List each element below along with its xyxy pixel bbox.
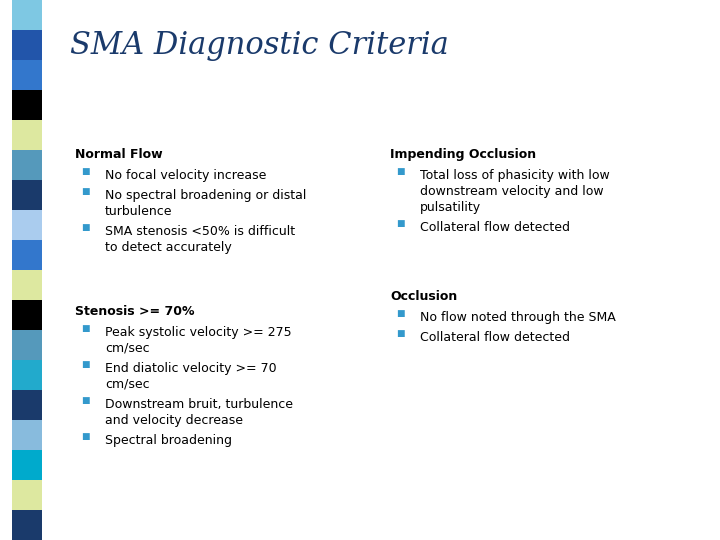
- Text: to detect accurately: to detect accurately: [105, 241, 232, 254]
- Text: ■: ■: [81, 396, 89, 405]
- Bar: [12, 180, 42, 210]
- Bar: [12, 480, 42, 510]
- Text: and velocity decrease: and velocity decrease: [105, 414, 243, 427]
- Text: Normal Flow: Normal Flow: [75, 148, 163, 161]
- Text: ■: ■: [396, 309, 405, 318]
- Bar: [12, 0, 42, 30]
- Text: pulsatility: pulsatility: [420, 201, 481, 214]
- Text: Occlusion: Occlusion: [390, 290, 457, 303]
- Text: Collateral flow detected: Collateral flow detected: [420, 331, 570, 344]
- Text: SMA stenosis <50% is difficult: SMA stenosis <50% is difficult: [105, 225, 295, 238]
- Text: ■: ■: [81, 187, 89, 196]
- Text: No focal velocity increase: No focal velocity increase: [105, 169, 266, 182]
- Text: No flow noted through the SMA: No flow noted through the SMA: [420, 311, 616, 324]
- Text: End diatolic velocity >= 70: End diatolic velocity >= 70: [105, 362, 276, 375]
- Text: No spectral broadening or distal: No spectral broadening or distal: [105, 189, 307, 202]
- Text: cm/sec: cm/sec: [105, 378, 150, 391]
- Bar: [12, 300, 42, 330]
- Text: ■: ■: [81, 432, 89, 441]
- Text: cm/sec: cm/sec: [105, 342, 150, 355]
- Text: Stenosis >= 70%: Stenosis >= 70%: [75, 305, 194, 318]
- Text: ■: ■: [81, 360, 89, 369]
- Bar: [12, 90, 42, 120]
- Text: downstream velocity and low: downstream velocity and low: [420, 185, 603, 198]
- Bar: [12, 420, 42, 450]
- Bar: [12, 60, 42, 90]
- Text: Collateral flow detected: Collateral flow detected: [420, 221, 570, 234]
- Bar: [12, 330, 42, 360]
- Text: ■: ■: [81, 167, 89, 176]
- Bar: [12, 120, 42, 150]
- Text: Spectral broadening: Spectral broadening: [105, 434, 232, 447]
- Bar: [12, 450, 42, 480]
- Bar: [12, 150, 42, 180]
- Bar: [12, 210, 42, 240]
- Bar: [12, 240, 42, 270]
- Text: Impending Occlusion: Impending Occlusion: [390, 148, 536, 161]
- Text: ■: ■: [81, 223, 89, 232]
- Text: Downstream bruit, turbulence: Downstream bruit, turbulence: [105, 398, 293, 411]
- Text: SMA Diagnostic Criteria: SMA Diagnostic Criteria: [70, 30, 449, 61]
- Text: ■: ■: [396, 167, 405, 176]
- Text: ■: ■: [396, 329, 405, 338]
- Bar: [12, 360, 42, 390]
- Bar: [12, 510, 42, 540]
- Bar: [12, 270, 42, 300]
- Bar: [12, 390, 42, 420]
- Text: turbulence: turbulence: [105, 205, 173, 218]
- Text: Total loss of phasicity with low: Total loss of phasicity with low: [420, 169, 610, 182]
- Text: Peak systolic velocity >= 275: Peak systolic velocity >= 275: [105, 326, 292, 339]
- Bar: [12, 30, 42, 60]
- Text: ■: ■: [396, 219, 405, 228]
- Text: ■: ■: [81, 324, 89, 333]
